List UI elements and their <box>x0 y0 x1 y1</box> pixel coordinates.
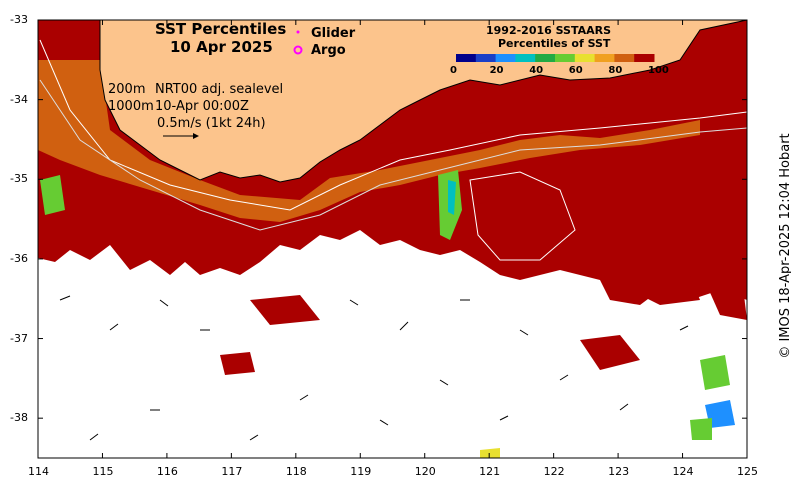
colorbar-tick-label: 60 <box>568 65 583 76</box>
colorbar <box>456 54 655 62</box>
colorbar-segment <box>574 54 596 62</box>
x-tick-label: 122 <box>543 465 565 478</box>
label-datetime: 10-Apr 00:00Z <box>155 99 249 114</box>
sea-level-contour <box>469 171 576 261</box>
sst-patch <box>220 352 255 375</box>
sst-low-patch <box>690 418 712 440</box>
scale-arrow-head <box>193 133 199 139</box>
isobath-1000m <box>39 79 748 231</box>
label-1000m: 1000m <box>108 99 154 114</box>
colorbar-tick-label: 20 <box>489 65 504 76</box>
axis-ticks <box>37 19 748 458</box>
y-tick-label: -35 <box>10 172 28 186</box>
argo-label: Argo <box>311 43 346 58</box>
colorbar-segment <box>555 54 576 62</box>
argo-icon <box>293 45 303 55</box>
colorbar-segment <box>535 54 556 62</box>
credit-text: © IMOS 18-Apr-2025 12:04 Hobart <box>778 133 791 358</box>
x-tick-label: 121 <box>479 465 501 478</box>
colorbar-segment <box>634 54 655 62</box>
x-tick-label: 119 <box>350 465 372 478</box>
colorbar-tick-label: 80 <box>608 65 623 76</box>
x-tick-label: 116 <box>156 465 178 478</box>
current-vectors <box>59 295 689 441</box>
y-tick-label: -33 <box>10 13 28 26</box>
colorbar-segment <box>456 54 477 62</box>
label-sealevel: NRT00 adj. sealevel <box>155 82 284 97</box>
sst-low-patch <box>40 175 65 215</box>
y-tick-label: -38 <box>10 411 28 425</box>
sst-low-patch <box>448 180 456 215</box>
label-scale: 0.5m/s (1kt 24h) <box>157 116 266 131</box>
colorbar-segment <box>495 54 516 62</box>
glider-label: Glider <box>311 26 356 41</box>
label-200m: 200m <box>108 82 146 97</box>
map-date: 10 Apr 2025 <box>170 38 273 56</box>
map-plot-area <box>38 19 748 458</box>
x-tick-label: 120 <box>414 465 436 478</box>
x-tick-label: 114 <box>28 465 49 478</box>
colorbar-segment <box>594 54 615 62</box>
sst-patch <box>250 295 320 325</box>
colorbar-tick-label: 0 <box>450 65 457 76</box>
colorbar-segment <box>475 54 497 62</box>
x-tick-label: 125 <box>737 465 758 478</box>
y-tick-label: -36 <box>10 251 28 265</box>
x-tick-label: 124 <box>672 465 694 478</box>
colorbar-segment <box>515 54 536 62</box>
sst-low-patch <box>480 448 500 458</box>
colorbar-tick-label: 40 <box>529 65 544 76</box>
x-tick-label: 123 <box>608 465 630 478</box>
x-tick-label: 117 <box>221 465 243 478</box>
y-tick-label: -34 <box>10 92 28 106</box>
sst-low-patch <box>705 400 735 428</box>
plot-border <box>37 19 748 459</box>
colorbar-title-2: Percentiles of SST <box>498 37 611 50</box>
sst-patch <box>600 260 700 305</box>
x-tick-label: 115 <box>92 465 114 478</box>
sst-patch <box>700 262 747 320</box>
colorbar-segment <box>614 54 635 62</box>
glider-icon <box>296 30 300 34</box>
sst-mid-region <box>38 60 700 222</box>
map-title: SST Percentiles <box>155 20 287 38</box>
colorbar-title-1: 1992-2016 SSTAARS <box>486 24 612 37</box>
sst-low-patch <box>700 355 730 390</box>
x-tick-label: 118 <box>285 465 307 478</box>
y-tick-label: -37 <box>10 331 28 345</box>
colorbar-tick-label: 100 <box>648 65 669 76</box>
sst-patch <box>580 335 640 370</box>
